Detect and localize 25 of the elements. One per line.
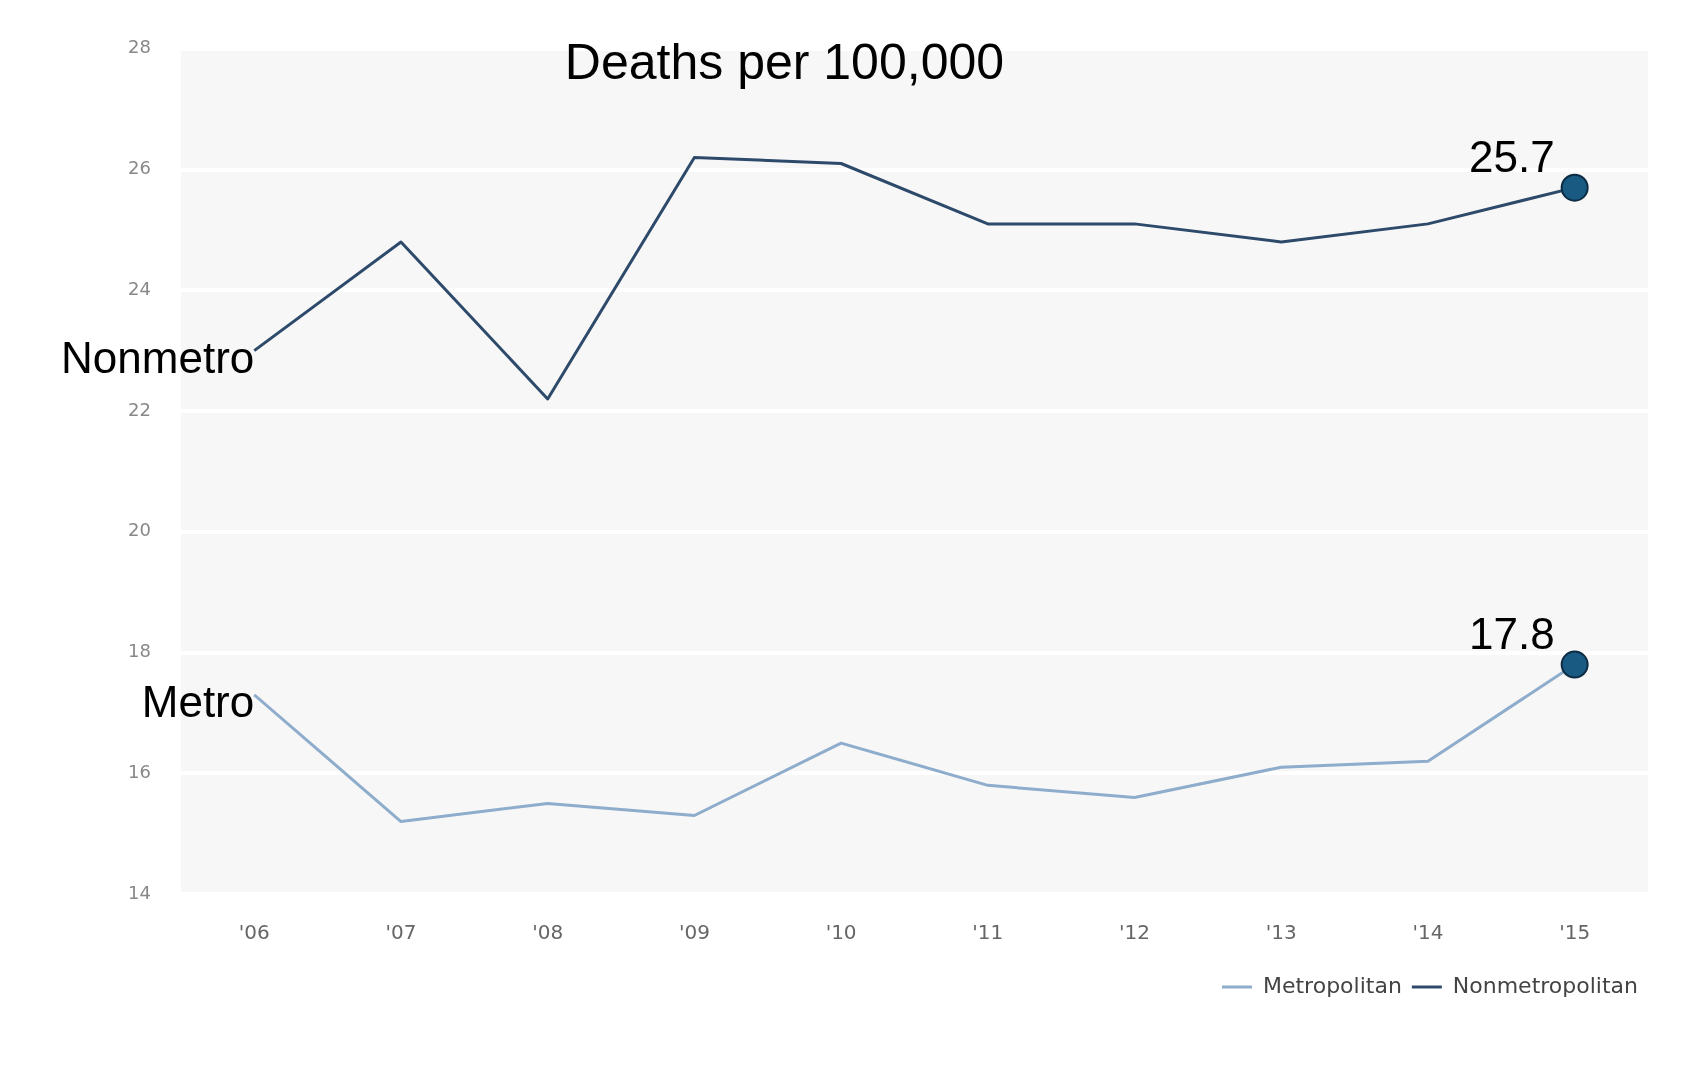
y-tick-label: 22: [128, 398, 151, 420]
y-tick-label: 14: [128, 881, 151, 903]
x-tick-label: '10: [825, 920, 857, 945]
x-tick-label: '06: [238, 920, 270, 945]
x-tick-label: '07: [385, 920, 417, 945]
y-tick-label: 16: [128, 760, 151, 782]
legend-label: Nonmetropolitan: [1452, 972, 1639, 998]
y-tick-label: 28: [128, 36, 151, 58]
annotation: Metro: [141, 676, 255, 726]
x-tick-label: '11: [972, 920, 1004, 945]
x-tick-label: '09: [678, 920, 710, 945]
x-tick-label: '14: [1412, 920, 1444, 945]
y-tick-label: 18: [128, 640, 151, 662]
annotation: Nonmetro: [61, 332, 255, 382]
y-tick-label: 24: [128, 277, 151, 299]
y-tick-label: 20: [128, 519, 151, 541]
legend-label: Metropolitan: [1262, 972, 1402, 998]
x-tick-label: '13: [1265, 920, 1297, 945]
chart-title: Deaths per 100,000: [564, 33, 1005, 90]
data-label: 17.8: [1469, 608, 1555, 658]
x-tick-label: '08: [532, 920, 564, 945]
y-tick-label: 26: [128, 157, 151, 179]
data-label: 25.7: [1469, 131, 1555, 181]
x-tick-label: '15: [1559, 920, 1591, 945]
x-tick-label: '12: [1119, 920, 1150, 945]
